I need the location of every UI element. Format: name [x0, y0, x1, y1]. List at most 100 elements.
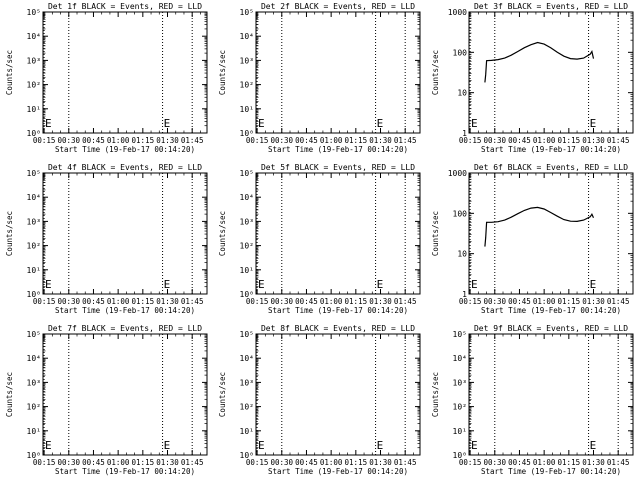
- x-tick-label: 00:45: [508, 458, 531, 467]
- x-tick-label: 01:30: [156, 458, 179, 467]
- x-tick-label: 01:00: [320, 136, 343, 145]
- y-tick-label: 10⁴: [27, 354, 41, 363]
- y-axis-label: Counts/sec: [431, 372, 440, 417]
- x-tick-label: 01:45: [394, 297, 417, 306]
- x-tick-label: 00:30: [270, 458, 293, 467]
- y-tick-label: 10³: [27, 217, 41, 226]
- x-tick-label: 00:15: [246, 458, 269, 467]
- x-tick-label: 00:45: [508, 297, 531, 306]
- plot-frame: [468, 333, 634, 456]
- y-axis-label: Counts/sec: [5, 211, 14, 256]
- y-tick-label: 10⁰: [27, 451, 41, 460]
- x-tick-label: 01:30: [582, 136, 605, 145]
- y-tick-label: 10⁵: [240, 169, 254, 178]
- x-tick-label: 00:45: [295, 458, 318, 467]
- y-tick-label: 100: [453, 209, 468, 218]
- x-tick-label: 00:15: [459, 136, 482, 145]
- y-axis-label: Counts/sec: [218, 372, 227, 417]
- chart-panel-6: Det 6f BLACK = Events, RED = LLD 1 10 100 10…: [431, 163, 634, 315]
- x-tick-label: 01:30: [582, 297, 605, 306]
- x-tick-label: 01:45: [181, 297, 204, 306]
- x-tick-label: 00:30: [483, 136, 506, 145]
- x-tick-label: 01:15: [558, 136, 581, 145]
- y-axis-label: Counts/sec: [431, 211, 440, 256]
- chart-panel-7: Det 7f BLACK = Events, RED = LLD 10⁰ 10¹ 10…: [5, 324, 208, 476]
- x-axis-label: Start Time (19-Feb-17 00:14:20): [268, 145, 408, 154]
- x-axis-label: Start Time (19-Feb-17 00:14:20): [481, 145, 621, 154]
- x-tick-label: 01:45: [394, 136, 417, 145]
- y-tick-label: 10⁴: [27, 193, 41, 202]
- events-series-line: [484, 41, 595, 83]
- x-tick-label: 00:45: [295, 297, 318, 306]
- plot-frame: [468, 11, 634, 134]
- x-axis-label: Start Time (19-Feb-17 00:14:20): [268, 467, 408, 476]
- y-tick-label: 10¹: [240, 427, 254, 436]
- x-tick-label: 01:15: [132, 297, 155, 306]
- x-tick-label: 01:15: [132, 136, 155, 145]
- x-tick-label: 00:15: [33, 297, 56, 306]
- x-tick-label: 00:45: [82, 458, 105, 467]
- x-tick-label: 01:00: [533, 297, 556, 306]
- y-tick-label: 10⁰: [27, 129, 41, 138]
- y-tick-label: 1: [462, 290, 467, 299]
- chart-title: Det 5f BLACK = Events, RED = LLD: [261, 163, 415, 172]
- y-tick-label: 10¹: [240, 266, 254, 275]
- events-marker-start: E: [45, 278, 52, 291]
- y-tick-label: 1000: [448, 8, 467, 17]
- y-tick-label: 10²: [240, 242, 254, 251]
- chart-title: Det 3f BLACK = Events, RED = LLD: [474, 2, 628, 11]
- y-tick-label: 10²: [240, 81, 254, 90]
- chart-title: Det 9f BLACK = Events, RED = LLD: [474, 324, 628, 333]
- y-tick-label: 10¹: [453, 427, 467, 436]
- plot-frame: [255, 172, 421, 295]
- chart-panel-5: Det 5f BLACK = Events, RED = LLD 10⁰ 10¹ 10…: [218, 163, 421, 315]
- plot-frame: [468, 172, 634, 295]
- y-tick-label: 1: [462, 129, 467, 138]
- x-tick-label: 01:00: [320, 458, 343, 467]
- y-tick-label: 10³: [27, 378, 41, 387]
- x-axis-label: Start Time (19-Feb-17 00:14:20): [481, 306, 621, 315]
- x-tick-label: 01:15: [345, 297, 368, 306]
- y-tick-label: 10³: [240, 378, 254, 387]
- x-tick-label: 01:15: [345, 458, 368, 467]
- x-tick-label: 01:00: [320, 297, 343, 306]
- x-tick-label: 00:30: [270, 136, 293, 145]
- events-marker-end: E: [590, 278, 597, 291]
- x-tick-label: 00:30: [270, 297, 293, 306]
- x-tick-label: 01:15: [558, 458, 581, 467]
- y-tick-label: 10²: [240, 403, 254, 412]
- y-tick-label: 10⁵: [240, 330, 254, 339]
- x-tick-label: 01:45: [607, 297, 630, 306]
- y-axis-label: Counts/sec: [218, 211, 227, 256]
- chart-panel-4: Det 4f BLACK = Events, RED = LLD 10⁰ 10¹ 10…: [5, 163, 208, 315]
- x-tick-label: 00:15: [246, 136, 269, 145]
- y-tick-label: 10⁴: [453, 354, 467, 363]
- events-marker-end: E: [377, 117, 384, 130]
- events-marker-end: E: [164, 439, 171, 452]
- y-tick-label: 10³: [240, 217, 254, 226]
- y-tick-label: 10³: [27, 56, 41, 65]
- x-tick-label: 01:45: [607, 136, 630, 145]
- x-tick-label: 01:30: [582, 458, 605, 467]
- chart-title: Det 7f BLACK = Events, RED = LLD: [48, 324, 202, 333]
- plot-frame: [42, 172, 208, 295]
- x-tick-label: 01:30: [156, 136, 179, 145]
- events-marker-end: E: [377, 278, 384, 291]
- events-series-line: [484, 206, 595, 247]
- events-marker-start: E: [45, 439, 52, 452]
- y-tick-label: 1000: [448, 169, 467, 178]
- y-axis-label: Counts/sec: [5, 50, 14, 95]
- y-tick-label: 10⁴: [240, 32, 254, 41]
- y-tick-label: 10⁵: [240, 8, 254, 17]
- x-tick-label: 00:15: [246, 297, 269, 306]
- chart-panel-9: Det 9f BLACK = Events, RED = LLD 10⁰ 10¹ 10…: [431, 324, 634, 476]
- y-tick-label: 10¹: [27, 105, 41, 114]
- chart-title: Det 8f BLACK = Events, RED = LLD: [261, 324, 415, 333]
- x-tick-label: 00:45: [82, 136, 105, 145]
- y-tick-label: 10¹: [27, 427, 41, 436]
- events-marker-start: E: [45, 117, 52, 130]
- events-marker-start: E: [258, 117, 265, 130]
- y-tick-label: 10⁵: [27, 330, 41, 339]
- y-axis-label: Counts/sec: [218, 50, 227, 95]
- x-tick-label: 01:15: [132, 458, 155, 467]
